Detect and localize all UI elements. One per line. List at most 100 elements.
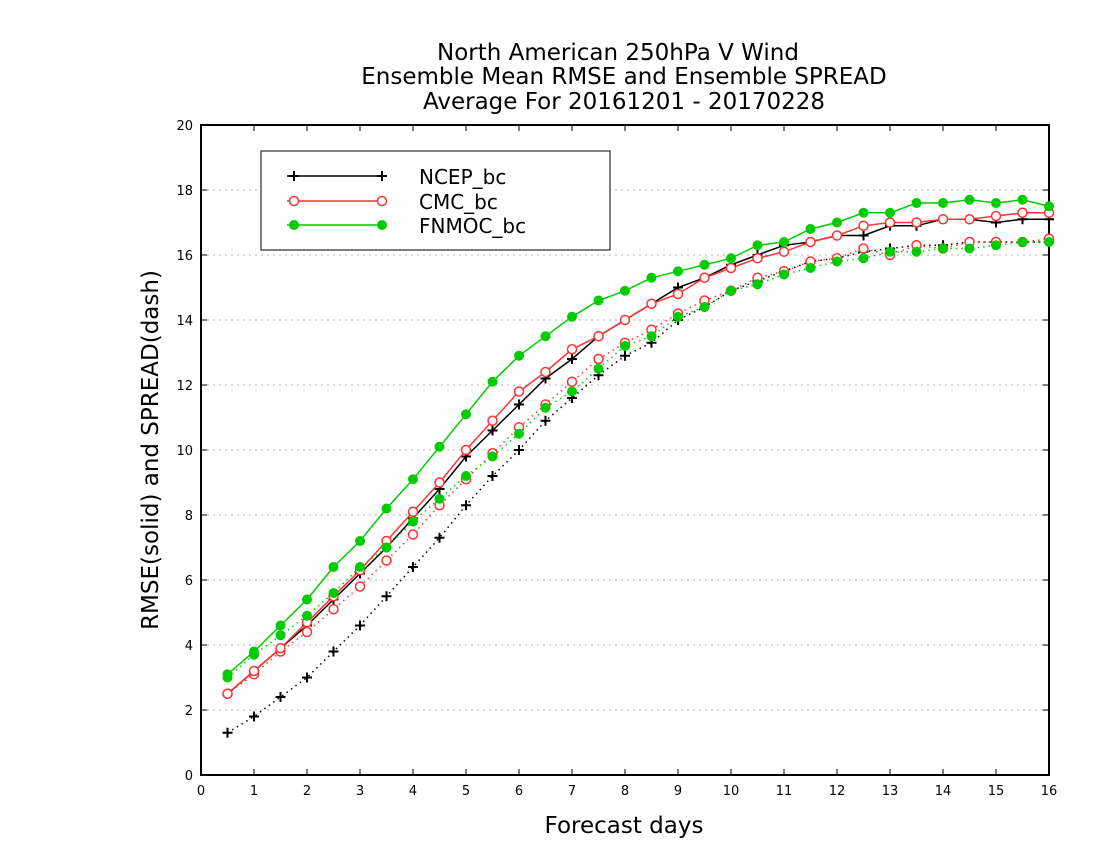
rmse-point [593,331,604,342]
rmse-point [460,444,472,456]
x-tick-label: 11 [776,784,793,799]
y-tick-label: 2 [185,704,193,719]
spread-point [408,516,418,527]
gridlines [201,189,1049,711]
rmse-point [1017,207,1028,218]
y-tick-label: 0 [185,769,193,784]
rmse-point [275,643,286,654]
x-tick-label: 9 [674,784,682,799]
spread-point [805,263,816,273]
x-tick-label: 6 [515,784,523,799]
spread-point [858,253,869,264]
spread-point [328,604,339,615]
x-tick-label: 3 [356,784,364,799]
rmse-point [540,366,551,378]
rmse-point [991,198,1001,208]
rmse-point [381,503,392,514]
spread-point [487,471,498,481]
spread-point [779,269,789,280]
rmse-point [222,669,233,680]
rmse-point [434,477,445,488]
rmse-point [540,331,551,342]
spread-line-NCEP_bc [227,241,1049,734]
spread-point [434,493,445,504]
rmse-point [513,386,525,397]
legend-entry-NCEP_bc: NCEP_bc [287,165,506,189]
spread-point [1044,237,1054,247]
spread-point [354,581,366,592]
rmse-point [885,207,895,218]
spread-point [673,311,683,322]
rmse-point [619,314,631,326]
spread-point [381,555,392,566]
rmse-point [726,253,736,264]
rmse-point [858,220,869,231]
rmse-point [832,217,842,228]
rmse-point [673,266,683,277]
rmse-point [566,344,578,355]
x-tick-label: 5 [462,784,470,799]
x-tick-label: 16 [1041,784,1058,799]
x-tick-label: 8 [621,784,629,799]
rmse-point [805,224,816,234]
x-tick-label: 0 [197,784,205,799]
rmse-point [620,285,630,296]
legend-marker [289,220,299,230]
title-line-3: Average For 20161201 - 20170228 [423,89,825,115]
chart-title: North American 250hPa V Wind Ensemble Me… [361,40,886,115]
legend-label: NCEP_bc [419,165,506,189]
y-tick-label: 16 [176,249,193,264]
rmse-point [725,262,737,274]
y-axis-label: RMSE(solid) and SPREAD(dash) [138,270,164,630]
spread-point [832,256,842,267]
rmse-point [964,194,975,205]
y-tick-label: 8 [185,509,193,524]
rmse-point [355,536,365,546]
y-tick-label: 4 [185,639,193,654]
spread-point [1017,237,1028,247]
rmse-point [964,214,975,225]
rmse-point [567,311,577,322]
spread-point [222,727,233,738]
rmse-point [990,210,1002,222]
x-tick-label: 4 [409,784,417,799]
spread-point [991,240,1001,251]
spread-point [408,562,418,572]
legend-marker [289,171,299,181]
series-FNMOC_bc [222,194,1054,683]
title-line-1: North American 250hPa V Wind [437,40,799,66]
rmse-point [699,259,710,270]
legend-marker [377,220,387,230]
x-tick-label: 1 [250,784,258,799]
legend-label: CMC_bc [419,190,498,214]
legend-entry-FNMOC_bc: FNMOC_bc [287,214,526,238]
rmse-point [593,295,604,306]
series-layer [222,194,1055,738]
rmse-point [778,246,790,257]
rmse-point [567,354,577,364]
spread-point [487,451,498,462]
rmse-point [699,272,710,283]
spread-point [328,588,339,598]
spread-point [381,591,392,602]
spread-point [461,471,471,481]
rmse-point [779,237,789,247]
spread-point [301,626,313,638]
spread-point [514,445,524,455]
rmse-point [911,198,922,208]
spread-point [407,529,419,540]
legend-label: FNMOC_bc [419,214,526,238]
spread-point [726,285,736,296]
spread-point [620,341,630,351]
title-line-2: Ensemble Mean RMSE and Ensemble SPREAD [361,64,886,90]
y-tick-label: 6 [185,574,193,589]
spread-point [938,243,948,254]
rmse-point [222,688,233,699]
rmse-point [938,198,948,208]
spread-point [646,331,657,342]
rmse-point [407,506,419,517]
rmse-point [884,217,896,228]
rmse-point [937,214,949,225]
